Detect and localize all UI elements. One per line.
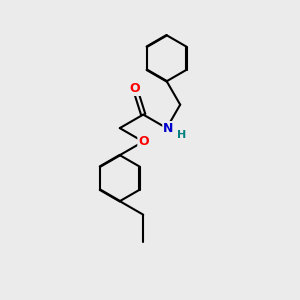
Text: O: O xyxy=(130,82,140,95)
Text: N: N xyxy=(163,122,173,135)
Text: H: H xyxy=(177,130,186,140)
Text: O: O xyxy=(138,135,148,148)
